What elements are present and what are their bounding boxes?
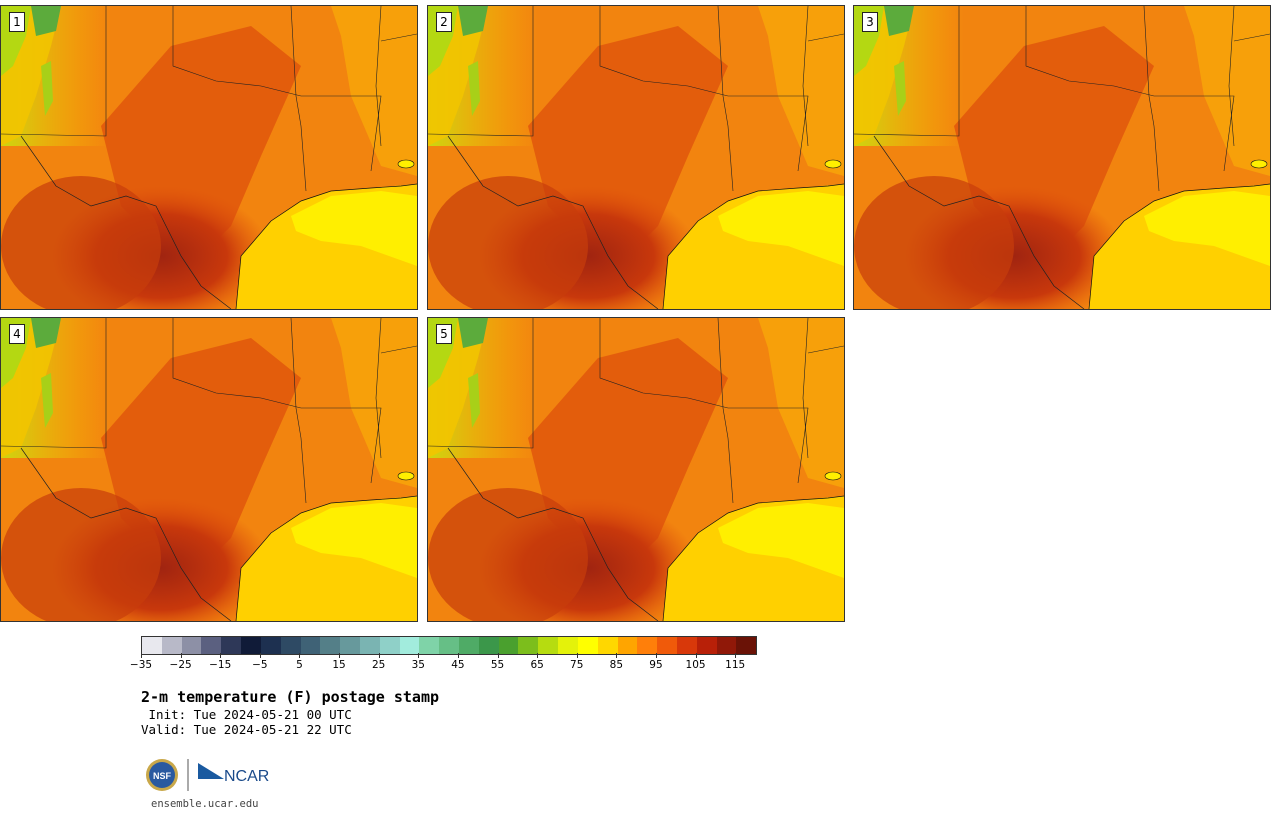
- colorbar-swatch: [558, 637, 578, 654]
- colorbar-swatch: [657, 637, 677, 654]
- nsf-logo-text: NSF: [153, 771, 172, 781]
- colorbar-swatch: [459, 637, 479, 654]
- colorbar-tick-label: 115: [725, 659, 746, 671]
- member-panel-2: 2: [427, 5, 845, 310]
- ncar-logo-text: NCAR: [224, 768, 269, 785]
- colorbar-swatch: [260, 637, 281, 654]
- colorbar-swatch: [359, 637, 380, 654]
- temperature-map: [428, 6, 844, 309]
- colorbar-swatch: [518, 637, 539, 654]
- colorbar-swatch: [320, 637, 341, 654]
- colorbar-swatch: [201, 637, 222, 654]
- colorbar-tick-label: 95: [649, 659, 663, 671]
- colorbar-tick: [141, 653, 142, 658]
- colorbar-tick-label: 105: [685, 659, 706, 671]
- temperature-map: [854, 6, 1270, 309]
- colorbar-swatch: [597, 637, 618, 654]
- valid-time: Valid: Tue 2024-05-21 22 UTC: [141, 722, 352, 737]
- init-time: Init: Tue 2024-05-21 00 UTC: [141, 707, 352, 722]
- colorbar-swatch: [577, 637, 598, 654]
- colorbar-swatch: [419, 637, 440, 654]
- member-label: 5: [436, 324, 452, 344]
- colorbar-tick: [735, 653, 737, 658]
- colorbar-tick: [537, 653, 539, 658]
- colorbar-tick-label: 85: [609, 659, 624, 671]
- colorbar-tick: [220, 653, 222, 658]
- temperature-map: [428, 318, 844, 621]
- colorbar-tick: [299, 653, 301, 658]
- map-title: 2-m temperature (F) postage stamp: [141, 688, 440, 706]
- colorbar-swatch: [696, 637, 717, 654]
- member-label: 2: [436, 12, 452, 32]
- colorbar-tick: [378, 653, 380, 658]
- member-label: 4: [9, 324, 25, 344]
- colorbar-swatch: [617, 637, 638, 654]
- member-panel-5: 5: [427, 317, 845, 622]
- colorbar-swatch: [637, 637, 658, 654]
- colorbar-ticks: −35 −25 −15 −5 5 15 25 35 45 55 65 75 85 95 105 115: [130, 653, 757, 673]
- colorbar-tick-label: 25: [371, 659, 386, 671]
- colorbar-tick-label: 5: [296, 659, 303, 671]
- logo-area: NSF NCAR: [144, 757, 284, 795]
- colorbar-tick: [497, 653, 499, 658]
- member-panel-1: 1: [0, 5, 418, 310]
- colorbar-swatch: [379, 637, 400, 654]
- colorbar-tick-label: 55: [490, 659, 505, 671]
- member-label: 3: [862, 12, 878, 32]
- colorbar: [141, 636, 757, 655]
- member-panel-4: 4: [0, 317, 418, 622]
- colorbar-swatch: [300, 637, 321, 654]
- colorbar-swatch: [340, 637, 360, 654]
- colorbar-swatch: [399, 637, 420, 654]
- colorbar-tick-label: 75: [570, 659, 584, 671]
- colorbar-tick: [339, 653, 341, 658]
- colorbar-swatch: [716, 637, 737, 654]
- colorbar-swatch: [736, 637, 757, 654]
- colorbar-tick-label: −35: [129, 659, 153, 671]
- colorbar-tick-label: −15: [209, 659, 232, 671]
- colorbar-tick: [655, 653, 657, 658]
- colorbar-tick: [695, 653, 697, 658]
- website-url: ensemble.ucar.edu: [151, 798, 259, 810]
- colorbar-tick-label: 65: [530, 659, 544, 671]
- colorbar-swatch: [181, 637, 202, 654]
- colorbar-tick-label: 45: [451, 659, 465, 671]
- member-panel-3: 3: [853, 5, 1271, 310]
- temperature-map: [1, 318, 417, 621]
- colorbar-swatch: [538, 637, 559, 654]
- colorbar-tick: [616, 653, 618, 658]
- colorbar-swatch: [221, 637, 242, 654]
- colorbar-swatch: [478, 637, 499, 654]
- colorbar-tick: [576, 653, 578, 658]
- colorbar-swatch: [241, 637, 261, 654]
- colorbar-tick: [259, 653, 261, 658]
- member-label: 1: [9, 12, 25, 32]
- colorbar-tick: [418, 653, 420, 658]
- colorbar-tick-label: −5: [252, 659, 268, 671]
- colorbar-swatch: [676, 637, 697, 654]
- colorbar-swatch: [439, 637, 459, 654]
- colorbar-tick: [180, 653, 182, 658]
- colorbar-swatch: [161, 637, 182, 654]
- colorbar-swatch: [498, 637, 519, 654]
- colorbar-swatch: [280, 637, 301, 654]
- colorbar-swatch: [142, 637, 162, 654]
- colorbar-tick-label: 35: [411, 659, 425, 671]
- nsf-ncar-logo: NSF NCAR: [146, 759, 269, 791]
- colorbar-tick: [457, 653, 459, 658]
- colorbar-tick-label: −25: [169, 659, 192, 671]
- colorbar-tick-label: 15: [332, 659, 346, 671]
- temperature-map: [1, 6, 417, 309]
